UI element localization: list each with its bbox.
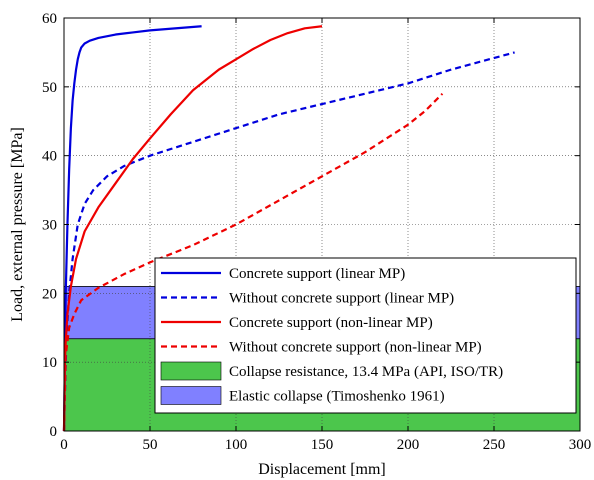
x-tick-label-0: 0 — [60, 437, 68, 453]
y-axis-label: Load, external pressure [MPa] — [9, 127, 26, 322]
legend-label-area-0: Collapse resistance, 13.4 MPa (API, ISO/… — [229, 364, 503, 380]
x-tick-label-5: 250 — [483, 437, 506, 453]
legend-label-area-1: Elastic collapse (Timoshenko 1961) — [229, 389, 445, 405]
series-line-0 — [62, 25, 202, 432]
legend-label-series-1: Without concrete support (linear MP) — [229, 291, 454, 307]
y-tick-label-5: 50 — [42, 80, 57, 96]
x-tick-label-1: 50 — [143, 437, 158, 453]
legend-label-series-2: Concrete support (non-linear MP) — [229, 315, 433, 331]
x-tick-label-3: 150 — [311, 437, 334, 453]
series-line-2 — [62, 25, 323, 432]
y-tick-label-4: 40 — [42, 149, 57, 165]
legend-label-series-0: Concrete support (linear MP) — [229, 266, 405, 282]
series-line-3 — [62, 92, 444, 432]
legend-swatch-area-0 — [160, 361, 222, 381]
legend-box — [154, 257, 577, 414]
series-line-1 — [62, 51, 515, 432]
legend: Concrete support (linear MP) Without conc… — [154, 257, 577, 414]
legend-swatch-area-1 — [160, 386, 222, 405]
y-tick-label-2: 20 — [42, 286, 57, 302]
y-tick-label-3: 30 — [42, 218, 57, 234]
legend-label-series-3: Without concrete support (non-linear MP) — [229, 340, 482, 356]
x-tick-label-4: 200 — [397, 437, 420, 453]
y-tick-label-6: 60 — [42, 11, 57, 27]
x-tick-label-2: 100 — [225, 437, 248, 453]
y-tick-label-1: 10 — [42, 355, 57, 371]
y-tick-label-0: 0 — [50, 424, 58, 440]
x-axis-label: Displacement [mm] — [258, 461, 386, 478]
x-tick-label-6: 300 — [569, 437, 592, 453]
